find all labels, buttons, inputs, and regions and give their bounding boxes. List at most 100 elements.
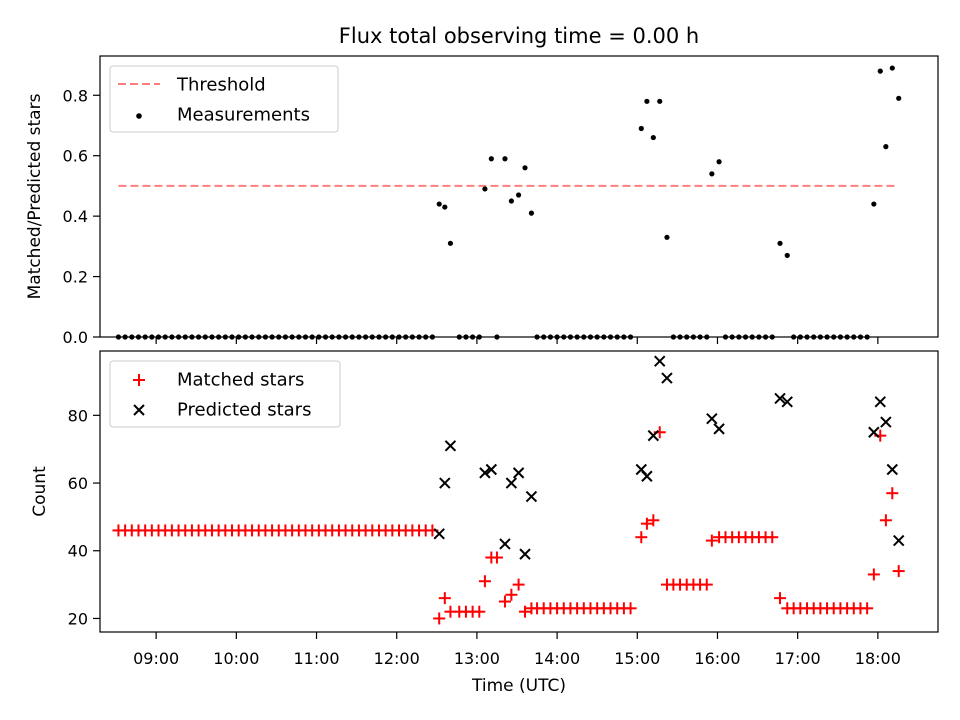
top-plot-area — [115, 65, 902, 340]
predicted-stars-point — [654, 355, 666, 367]
measurement-point — [657, 98, 663, 104]
top-legend-box — [109, 65, 339, 133]
chart-title: Flux total observing time = 0.00 h — [339, 24, 699, 48]
predicted-stars-point — [433, 528, 445, 540]
measurement-point — [522, 165, 528, 171]
predicted-stars-point — [499, 538, 511, 550]
predicted-stars-legend-marker — [133, 404, 145, 416]
predicted-stars-point — [781, 396, 793, 408]
top-y-tick-label: 0.8 — [63, 86, 88, 105]
matched-stars-point — [879, 514, 892, 527]
x-tick-label: 17:00 — [775, 649, 821, 668]
matched-stars-point — [498, 595, 511, 608]
measurement-point — [528, 210, 535, 216]
predicted-stars-point — [512, 467, 525, 479]
matched-stars-legend-label: Matched stars — [177, 370, 304, 391]
top-panel: 0.00.20.40.60.8 Matched/Predicted stars … — [25, 55, 939, 347]
matched-stars-point — [438, 592, 451, 605]
measurement-point — [716, 159, 722, 165]
bottom-y-axis-label: Count — [30, 466, 50, 517]
predicted-stars-point — [892, 534, 905, 547]
matched-stars-point — [519, 605, 532, 618]
predicted-stars-point — [444, 440, 457, 452]
measurement-point — [896, 95, 902, 101]
predicted-stars-point — [505, 477, 518, 489]
predicted-stars-point — [525, 490, 538, 503]
matched-stars-point — [774, 592, 787, 605]
predicted-stars-point — [519, 548, 531, 560]
matched-stars-point — [660, 578, 673, 591]
predicted-stars-point — [479, 467, 491, 479]
matched-stars-point — [444, 605, 457, 618]
bottom-legend-box — [109, 360, 341, 428]
measurement-point — [889, 65, 895, 71]
top-axes-frame — [99, 55, 939, 338]
top-y-tick-label: 0.4 — [63, 207, 88, 226]
matched-stars-point — [635, 531, 648, 544]
matched-stars-legend-marker — [133, 374, 145, 386]
measurement-point — [515, 192, 522, 198]
top-y-tick-label: 0.6 — [63, 147, 88, 166]
matched-stars-point — [705, 534, 718, 547]
matched-stars-point — [713, 531, 726, 544]
measurements-legend-marker — [136, 113, 142, 119]
predicted-stars-point — [661, 372, 673, 384]
measurement-point — [442, 204, 448, 210]
x-tick-label: 15:00 — [614, 649, 660, 668]
bottom-axes-frame — [99, 350, 939, 633]
top-y-axis-label: Matched/Predicted stars — [25, 93, 45, 299]
bottom-y-tick-label: 20 — [68, 609, 88, 628]
measurements-legend-label: Measurements — [177, 105, 310, 126]
predicted-stars-point — [880, 416, 892, 428]
matched-stars-point — [892, 565, 905, 578]
x-axis-label: Time (UTC) — [471, 676, 566, 696]
measurement-point — [784, 252, 790, 259]
x-tick-label: 09:00 — [133, 649, 179, 668]
matched-stars-point — [640, 517, 653, 530]
bottom-y-tick-label: 40 — [68, 542, 88, 561]
matched-stars-point — [512, 578, 525, 591]
measurement-point — [777, 240, 783, 246]
bottom-y-ticks: 20 40 60 80 — [68, 406, 100, 628]
measurement-point — [871, 201, 877, 207]
measurement-point — [664, 234, 670, 240]
matched-stars-point — [861, 602, 874, 615]
measurement-point — [447, 240, 454, 246]
x-tick-label: 10:00 — [213, 649, 259, 668]
matched-stars-point — [781, 602, 794, 615]
bottom-y-tick-label: 60 — [68, 474, 88, 493]
matched-stars-point — [478, 575, 491, 588]
measurement-point — [644, 98, 650, 104]
measurement-point — [638, 125, 644, 132]
bottom-legend: Matched stars Predicted stars — [109, 360, 341, 428]
measurement-point — [883, 144, 889, 150]
measurement-point — [709, 171, 715, 177]
matched-stars-point — [525, 602, 538, 615]
x-tick-label: 12:00 — [374, 649, 420, 668]
top-legend: Threshold Measurements — [109, 65, 339, 133]
predicted-stars-point — [874, 396, 886, 408]
predicted-stars-point — [886, 463, 898, 476]
measurement-point — [488, 156, 494, 162]
measurement-point — [502, 156, 508, 162]
matched-stars-point — [886, 487, 899, 500]
matched-stars-point — [490, 551, 503, 564]
matched-stars-point — [624, 602, 637, 615]
matched-stars-point — [433, 612, 446, 625]
bottom-y-tick-label: 80 — [68, 406, 88, 425]
bottom-plot-area — [112, 355, 905, 625]
predicted-stars-legend-label: Predicted stars — [177, 400, 311, 421]
predicted-stars-point — [641, 470, 653, 482]
x-tick-label: 14:00 — [534, 649, 580, 668]
measurement-point — [482, 186, 488, 192]
matched-stars-point — [647, 514, 660, 527]
x-tick-label: 13:00 — [454, 649, 500, 668]
predicted-stars-point — [868, 426, 880, 438]
matched-stars-point — [700, 578, 713, 591]
predicted-stars-point — [713, 423, 725, 435]
threshold-legend-label: Threshold — [176, 75, 266, 96]
matched-stars-point — [766, 531, 779, 544]
bottom-x-ticks: 09:00 10:00 11:00 12:00 13:00 14:00 15:00 16:00… — [133, 632, 901, 668]
top-x-ticks — [155, 337, 879, 344]
predicted-stars-point — [706, 413, 718, 425]
